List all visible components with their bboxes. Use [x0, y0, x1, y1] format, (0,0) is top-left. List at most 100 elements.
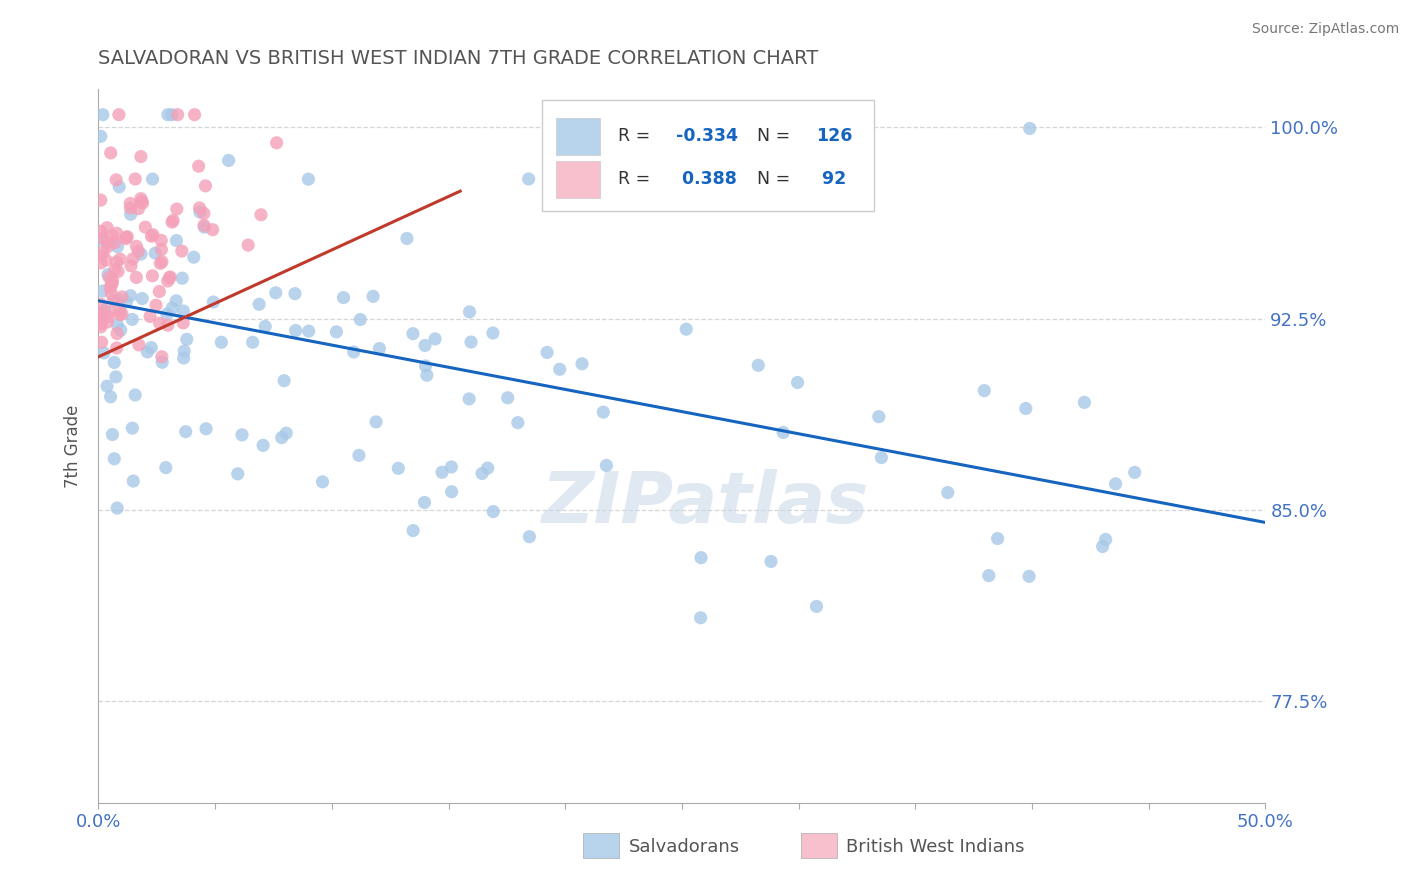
FancyBboxPatch shape — [541, 100, 875, 211]
Text: 92: 92 — [815, 170, 846, 188]
Point — [98, 281, 121, 295]
Text: R =: R = — [617, 170, 655, 188]
Point — [105, 255, 128, 269]
Point — [111, 290, 134, 304]
Point — [226, 467, 249, 481]
Point — [162, 213, 184, 227]
Point — [325, 325, 347, 339]
Point — [150, 243, 173, 257]
Point — [136, 345, 159, 359]
Point — [174, 425, 197, 439]
Point — [236, 238, 259, 252]
Point — [115, 230, 138, 244]
Point — [868, 409, 890, 424]
Point — [108, 304, 131, 318]
Point — [122, 474, 145, 488]
Point — [107, 293, 129, 307]
Point — [98, 305, 121, 319]
Point — [131, 196, 153, 211]
Point — [264, 285, 287, 300]
Point — [100, 145, 122, 160]
Point — [183, 250, 205, 264]
Point — [172, 271, 194, 285]
Point — [471, 467, 494, 481]
Text: N =: N = — [747, 170, 796, 188]
Point — [423, 332, 446, 346]
Point — [128, 202, 150, 216]
Point — [519, 530, 541, 544]
Point — [276, 426, 298, 441]
Point — [506, 416, 529, 430]
Point — [188, 201, 211, 215]
Point — [270, 431, 292, 445]
Point — [458, 305, 481, 319]
Point — [101, 427, 124, 442]
Point — [284, 324, 307, 338]
Point — [273, 374, 295, 388]
Point — [160, 108, 183, 122]
Bar — [555, 161, 600, 198]
Point — [90, 319, 112, 334]
Point — [97, 235, 120, 250]
Point — [165, 234, 187, 248]
Point — [104, 235, 127, 250]
Point — [148, 285, 170, 299]
Point — [218, 153, 240, 168]
Text: British West Indians: British West Indians — [846, 838, 1025, 856]
Point — [460, 334, 482, 349]
Point — [105, 326, 128, 341]
Point — [131, 194, 153, 209]
Point — [91, 231, 114, 245]
Point — [162, 301, 184, 315]
Point — [159, 270, 181, 285]
Point — [121, 252, 143, 266]
Point — [100, 390, 122, 404]
Point — [247, 297, 270, 311]
Point — [156, 307, 179, 321]
Point — [103, 293, 125, 308]
Point — [98, 270, 121, 285]
Point — [1073, 395, 1095, 409]
Point — [103, 355, 125, 369]
Point — [149, 256, 172, 270]
Point — [458, 392, 481, 406]
Point — [194, 178, 217, 193]
Point — [364, 415, 387, 429]
Point — [91, 245, 114, 260]
Point — [1018, 569, 1040, 583]
Point — [675, 322, 697, 336]
Bar — [555, 118, 600, 155]
Point — [90, 193, 112, 207]
Point — [496, 391, 519, 405]
Point — [108, 108, 131, 122]
Point — [121, 421, 143, 435]
Point — [105, 341, 128, 355]
Point — [90, 317, 112, 331]
Point — [124, 388, 146, 402]
Point — [297, 172, 319, 186]
Point — [231, 428, 253, 442]
Point — [142, 172, 165, 186]
Point — [172, 316, 194, 330]
Point — [193, 219, 215, 233]
Point — [134, 220, 156, 235]
Point — [108, 179, 131, 194]
Point — [121, 312, 143, 326]
Text: ZIPatlas: ZIPatlas — [541, 468, 869, 538]
Point — [90, 309, 112, 323]
Point — [977, 568, 1000, 582]
Point — [100, 286, 122, 301]
Point — [111, 307, 134, 321]
Point — [90, 297, 112, 311]
Point — [90, 249, 112, 263]
Point — [107, 264, 129, 278]
Point — [517, 172, 540, 186]
Point — [440, 484, 463, 499]
Point — [96, 220, 118, 235]
Point — [193, 206, 215, 220]
Text: 126: 126 — [815, 128, 852, 145]
Point — [97, 310, 120, 324]
Point — [120, 207, 142, 221]
Point — [242, 335, 264, 350]
Point — [117, 229, 139, 244]
